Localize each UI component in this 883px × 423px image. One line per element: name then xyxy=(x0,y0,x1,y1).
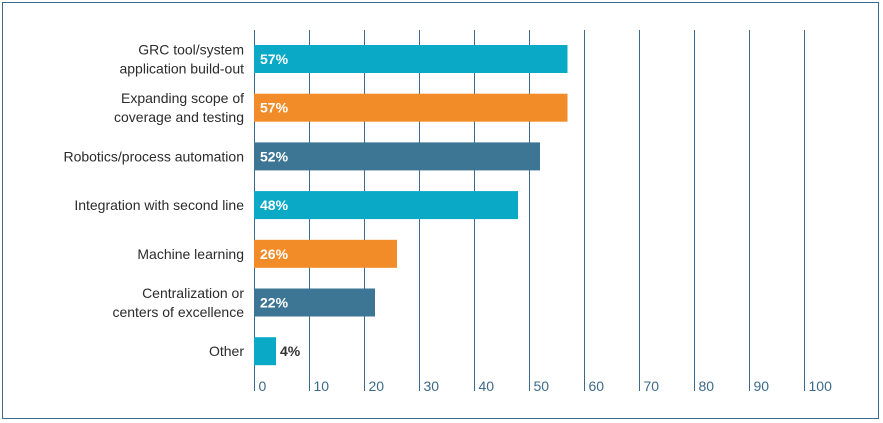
bar-value-label: 52% xyxy=(260,148,289,164)
chart-frame: 57% 57% 52% 48% 26% 22% 4% GRC tool/system appl… xyxy=(2,2,879,419)
bar-chart: 57% 57% 52% 48% 26% 22% 4% GRC tool/system appl… xyxy=(63,30,833,394)
x-tick-label: 70 xyxy=(644,378,660,394)
x-tick-label: 100 xyxy=(809,378,833,394)
bar xyxy=(254,142,540,171)
bar-value-label: 22% xyxy=(260,295,289,311)
x-tick-label: 40 xyxy=(479,378,495,394)
bar-value-label: 48% xyxy=(260,197,289,213)
bar xyxy=(254,191,518,220)
category-label: Integration with second line xyxy=(74,197,244,213)
bar xyxy=(254,337,276,366)
bar xyxy=(254,239,397,268)
x-tick-label: 30 xyxy=(424,378,440,394)
category-label: GRC tool/system application build-out xyxy=(119,42,244,77)
x-tick-label: 50 xyxy=(534,378,550,394)
bar-value-label: 26% xyxy=(260,246,289,262)
x-tick-label: 80 xyxy=(699,378,715,394)
category-labels: GRC tool/system application build-out Expa… xyxy=(63,42,244,360)
bar-value-label: 57% xyxy=(260,100,289,116)
x-tick-label: 90 xyxy=(754,378,770,394)
x-tick-label: 20 xyxy=(369,378,385,394)
x-tick-label: 10 xyxy=(314,378,330,394)
bars: 57% 57% 52% 48% 26% 22% 4% xyxy=(254,45,568,366)
x-tick-label: 0 xyxy=(259,378,267,394)
category-label: Machine learning xyxy=(137,246,244,262)
category-label: Robotics/process automation xyxy=(63,148,244,164)
x-tick-labels: 0 10 20 30 40 50 60 70 80 90 100 xyxy=(259,378,833,394)
bar xyxy=(254,93,568,122)
bar xyxy=(254,288,375,317)
x-tick-label: 60 xyxy=(589,378,605,394)
bar xyxy=(254,45,568,73)
category-label: Centralization or centers of excellence xyxy=(112,285,244,320)
bar-value-label: 57% xyxy=(260,51,289,67)
bar-value-label: 4% xyxy=(280,343,301,359)
category-label: Other xyxy=(209,343,244,359)
category-label: Expanding scope of coverage and testing xyxy=(114,90,244,125)
